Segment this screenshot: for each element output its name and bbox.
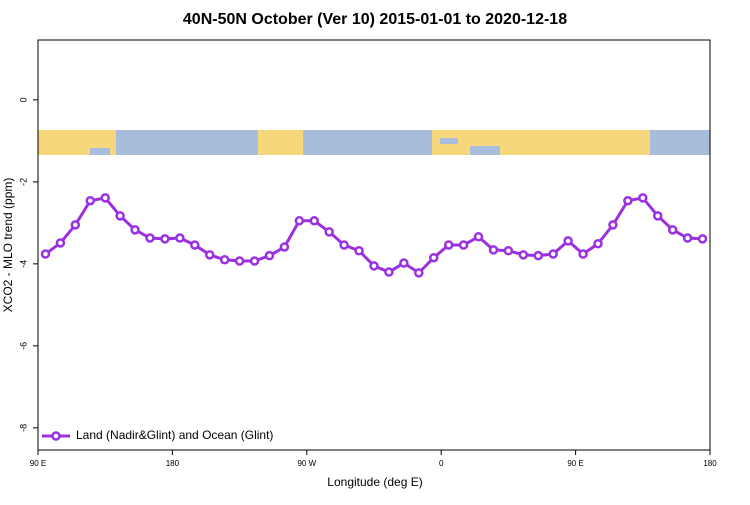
point	[428, 252, 439, 263]
point	[458, 240, 469, 250]
point	[578, 249, 588, 259]
x-axis-label: Longitude (deg E)	[327, 475, 422, 489]
point	[503, 245, 514, 256]
point	[384, 267, 394, 277]
map-strip	[38, 130, 710, 155]
point	[234, 256, 245, 266]
point	[294, 216, 305, 226]
x-tick-label: 90 W	[297, 459, 316, 468]
point	[533, 250, 544, 261]
point	[204, 250, 215, 260]
legend-label: Land (Nadir&Glint) and Ocean (Glint)	[76, 428, 273, 442]
chart-title: 40N-50N October (Ver 10) 2015-01-01 to 2…	[183, 11, 567, 28]
point	[249, 256, 260, 266]
point	[488, 245, 499, 255]
point	[85, 195, 96, 206]
point	[115, 211, 125, 221]
x-tick-label: 180	[703, 459, 717, 468]
point	[682, 233, 693, 243]
y-tick-label: -4	[18, 260, 28, 268]
point	[70, 220, 81, 230]
point	[548, 249, 558, 259]
plot-frame	[37, 39, 711, 451]
point	[399, 258, 409, 268]
y-axis-label: XCO2 - MLO trend (ppm)	[1, 178, 15, 313]
point	[369, 261, 379, 271]
x-tick-label: 0	[439, 459, 444, 468]
point	[652, 211, 663, 221]
x-tick-label: 180	[166, 459, 180, 468]
y-tick-label: -8	[18, 424, 28, 432]
point	[40, 249, 51, 259]
point	[414, 268, 424, 278]
point	[190, 240, 200, 250]
point	[145, 233, 155, 243]
legend-marker	[51, 431, 61, 441]
point	[518, 250, 529, 260]
y-tick-label: -2	[18, 178, 28, 186]
point	[100, 193, 110, 203]
y-tick-label: 0	[18, 97, 28, 102]
point	[264, 250, 275, 261]
point	[339, 240, 349, 250]
point	[55, 238, 66, 248]
point	[563, 236, 573, 246]
point	[175, 233, 185, 243]
point	[279, 242, 290, 252]
point	[160, 234, 170, 244]
point	[130, 225, 140, 235]
x-tick-label: 90 E	[567, 459, 583, 468]
point	[697, 234, 708, 244]
y-tick-label: -6	[18, 342, 28, 350]
point	[608, 220, 618, 230]
point	[219, 255, 230, 265]
point	[638, 193, 648, 203]
point	[623, 195, 633, 206]
point	[667, 225, 678, 235]
point	[309, 216, 320, 226]
point	[473, 232, 484, 242]
point	[443, 240, 454, 250]
point	[324, 227, 334, 237]
x-tick-label: 90 E	[30, 459, 46, 468]
point	[354, 245, 364, 256]
point	[593, 239, 603, 249]
